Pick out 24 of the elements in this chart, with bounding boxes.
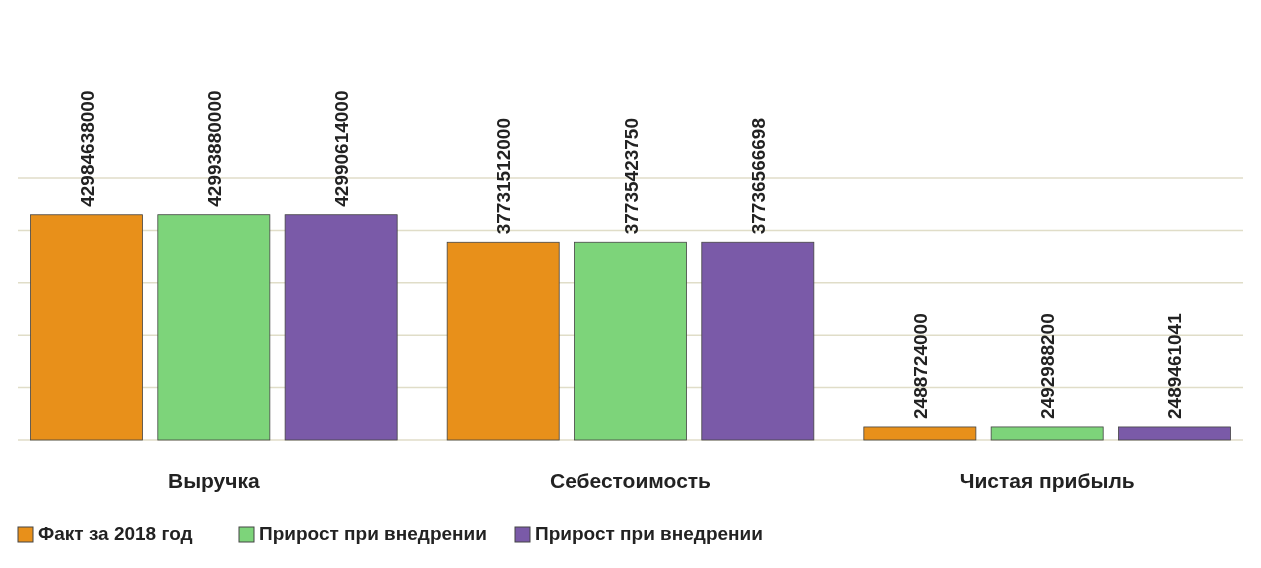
bar <box>574 241 687 441</box>
x-tick-label: Чистая прибыль <box>959 469 1135 492</box>
bar <box>701 241 815 441</box>
bar <box>446 241 560 441</box>
legend-label: Факт за 2018 год <box>38 523 193 544</box>
x-tick-label: Выручка <box>167 469 261 492</box>
bar <box>30 214 143 441</box>
legend-label: Прирост при внедрении <box>259 523 487 544</box>
data-label: 37736566698 <box>747 118 769 235</box>
bar <box>990 426 1104 441</box>
x-tick-label: Себестоимость <box>549 469 712 492</box>
data-label: 42993880000 <box>203 90 225 207</box>
bar <box>157 214 271 441</box>
data-label: 42984638000 <box>76 90 98 207</box>
legend-label: Прирост при внедрении <box>535 523 763 544</box>
data-label: 37735423750 <box>620 118 642 235</box>
data-label: 2489461041 <box>1164 312 1186 419</box>
bar <box>1118 426 1231 441</box>
data-label: 37731512000 <box>493 118 515 235</box>
data-label: 2492988200 <box>1037 313 1059 419</box>
data-label: 42990614000 <box>331 90 353 207</box>
bar <box>284 214 398 441</box>
data-label: 2488724000 <box>909 313 931 419</box>
bar <box>863 426 977 441</box>
